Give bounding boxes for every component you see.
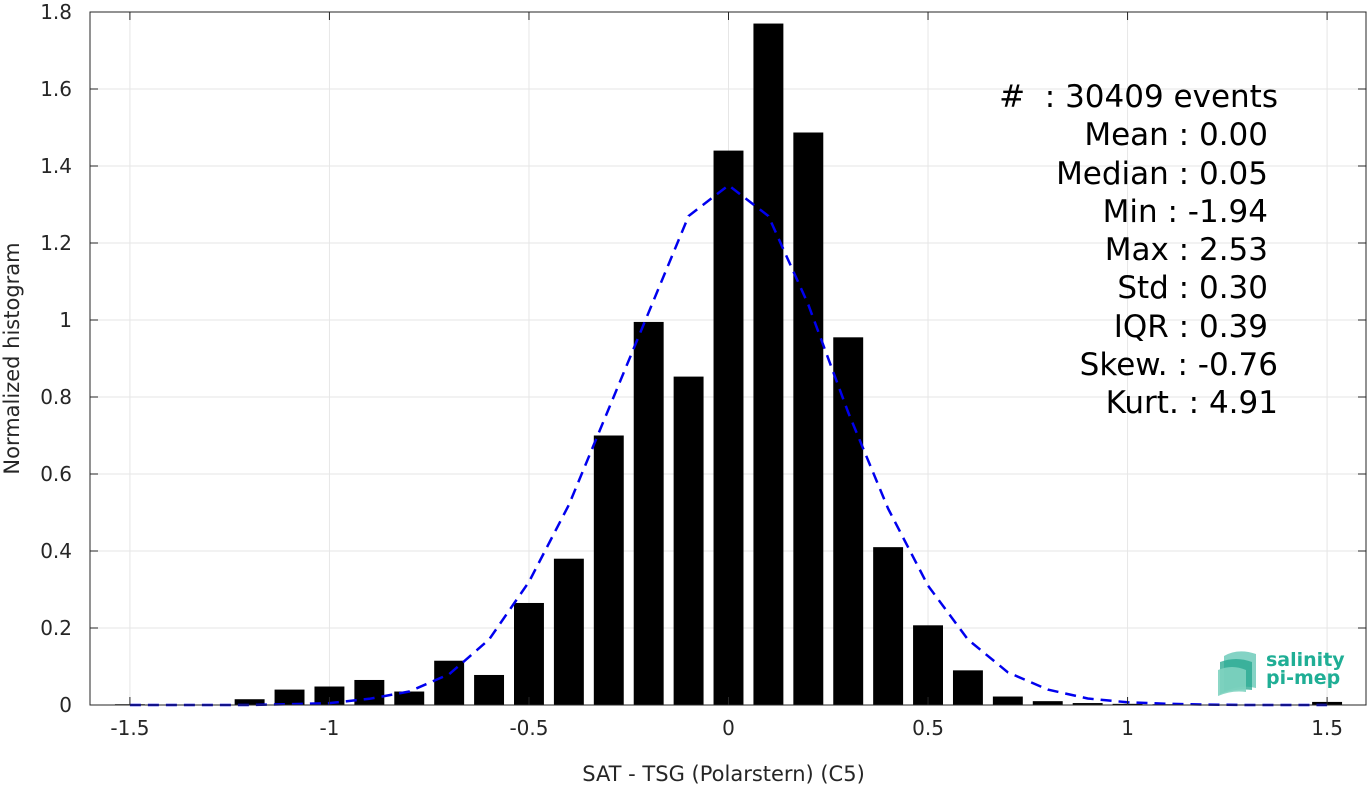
histogram-bar <box>873 547 904 705</box>
stat-median: Median : 0.05 <box>1056 155 1268 192</box>
x-axis-label: SAT - TSG (Polarstern) (C5) <box>582 762 865 785</box>
histogram-bar <box>394 691 425 705</box>
x-tick-label: 0 <box>722 716 735 740</box>
stat-kurt: Kurt. : 4.91 <box>1105 385 1278 422</box>
histogram-bar <box>234 699 265 705</box>
histogram-bar <box>753 23 784 706</box>
logo-word-salinity: salinity <box>1266 649 1345 671</box>
x-axis-ticks: -1.5 -1 -0.5 0 0.5 1 1.5 <box>110 12 1343 740</box>
histogram-bars <box>114 23 1343 706</box>
histogram-bar <box>354 679 385 705</box>
x-tick-label: -0.5 <box>509 716 548 740</box>
histogram-bar <box>713 150 744 706</box>
salinity-pi-mep-logo: salinity pi-mep <box>1216 648 1346 696</box>
stat-mean: Mean : 0.00 <box>1084 117 1268 154</box>
histogram-bar <box>833 337 864 705</box>
y-tick-label: 1 <box>59 308 72 332</box>
histogram-bar <box>1072 703 1103 705</box>
stat-max: Max : 2.53 <box>1104 232 1268 269</box>
y-tick-label: 1.6 <box>40 77 72 101</box>
stat-iqr: IQR : 0.39 <box>1113 308 1268 345</box>
histogram-bar <box>793 132 824 705</box>
y-tick-label: 1.8 <box>40 0 72 24</box>
histogram-bar <box>593 435 624 705</box>
y-tick-label: 0.2 <box>40 616 72 640</box>
statistics-box: # : 30409 events Mean : 0.00 Median : 0.… <box>930 78 1278 423</box>
stat-std: Std : 0.30 <box>1117 270 1268 307</box>
y-tick-label: 1.4 <box>40 154 72 178</box>
histogram-bar <box>474 674 505 705</box>
histogram-bar <box>274 689 305 705</box>
histogram-bar <box>514 602 544 705</box>
y-tick-label: 0 <box>59 693 72 717</box>
x-tick-label: -1 <box>319 716 339 740</box>
y-axis-label: Normalized histogram <box>0 242 24 474</box>
y-tick-label: 1.2 <box>40 231 72 255</box>
stat-events: # : 30409 events <box>999 79 1278 115</box>
histogram-bar <box>1032 701 1063 705</box>
histogram-bar <box>673 376 704 705</box>
histogram-bar <box>553 558 584 705</box>
histogram-bar <box>992 696 1023 705</box>
histogram-bar <box>913 625 943 705</box>
y-axis-ticks: 0 0.2 0.4 0.6 0.8 1 1.2 1.4 1.6 1.8 <box>40 0 1366 717</box>
histogram-bar <box>633 321 664 705</box>
stat-min: Min : -1.94 <box>1102 193 1268 230</box>
y-tick-label: 0.8 <box>40 385 72 409</box>
stat-skew: Skew. : -0.76 <box>1079 347 1278 384</box>
histogram-bar <box>434 660 465 705</box>
y-tick-label: 0.6 <box>40 462 72 486</box>
histogram-bar <box>952 670 983 705</box>
x-tick-label: 1.5 <box>1311 716 1343 740</box>
x-tick-label: 1 <box>1121 716 1134 740</box>
y-tick-label: 0.4 <box>40 539 72 563</box>
logo-word-pi-mep: pi-mep <box>1266 667 1341 689</box>
x-tick-label: -1.5 <box>110 716 149 740</box>
histogram-bar <box>314 686 345 705</box>
x-tick-label: 0.5 <box>912 716 944 740</box>
wave-logo-icon <box>1218 651 1256 696</box>
